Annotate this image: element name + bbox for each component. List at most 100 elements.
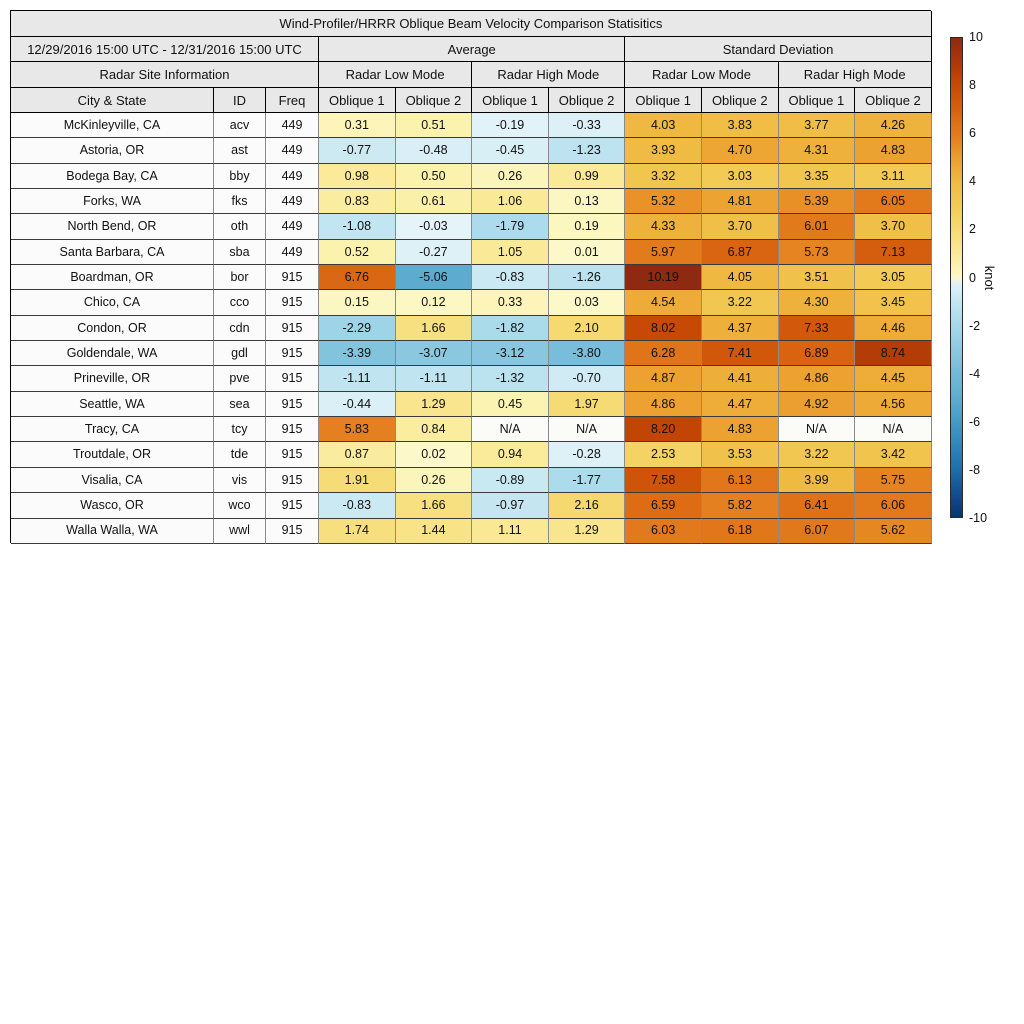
- mode-header-avg-high: Radar High Mode: [472, 62, 626, 88]
- value-cell: 0.31: [319, 113, 396, 139]
- colorbar-tick-label: 10: [969, 30, 983, 44]
- value-cell: 6.87: [701, 239, 779, 266]
- value-cell: 4.45: [855, 366, 932, 392]
- id-cell: sea: [214, 391, 266, 418]
- value-cell: 3.32: [625, 163, 702, 190]
- value-cell: 0.84: [395, 417, 473, 443]
- col-header-oblique2: Oblique 2: [701, 88, 779, 113]
- freq-cell: 449: [266, 163, 319, 190]
- value-cell: -0.44: [319, 391, 396, 418]
- value-cell: -1.23: [548, 138, 626, 164]
- value-cell: 4.05: [701, 265, 779, 291]
- freq-cell: 449: [266, 113, 319, 139]
- value-cell: 3.22: [701, 290, 779, 316]
- city-cell: McKinleyville, CA: [11, 113, 214, 139]
- value-cell: 8.02: [625, 315, 702, 342]
- freq-cell: 915: [266, 341, 319, 367]
- freq-cell: 449: [266, 189, 319, 215]
- value-cell: 4.86: [778, 366, 856, 392]
- city-cell: Boardman, OR: [11, 265, 214, 291]
- value-cell: 0.50: [395, 163, 473, 190]
- value-cell: 3.70: [855, 214, 932, 240]
- value-cell: 0.61: [395, 189, 473, 215]
- colorbar-unit-label: knot: [981, 265, 997, 290]
- table-title: Wind-Profiler/HRRR Oblique Beam Velocity…: [11, 11, 932, 37]
- value-cell: 1.66: [395, 493, 473, 519]
- value-cell: 0.19: [548, 214, 626, 240]
- value-cell: 5.83: [319, 417, 396, 443]
- value-cell: 1.97: [548, 391, 626, 418]
- value-cell: 3.83: [701, 113, 779, 139]
- value-cell: 1.74: [319, 518, 396, 544]
- city-cell: Tracy, CA: [11, 417, 214, 443]
- value-cell: 6.18: [701, 518, 779, 544]
- id-cell: acv: [214, 113, 266, 139]
- value-cell: 5.62: [855, 518, 932, 544]
- col-header-oblique2: Oblique 2: [395, 88, 473, 113]
- colorbar-tick-label: -2: [969, 318, 981, 333]
- id-cell: bor: [214, 265, 266, 291]
- value-cell: -1.26: [548, 265, 626, 291]
- value-cell: 6.28: [625, 341, 702, 367]
- value-cell: -1.77: [548, 467, 626, 494]
- id-cell: sba: [214, 239, 266, 266]
- value-cell: 1.44: [395, 518, 473, 544]
- value-cell: -0.77: [319, 138, 396, 164]
- value-cell: 8.20: [625, 417, 702, 443]
- id-cell: gdl: [214, 341, 266, 367]
- value-cell: -2.29: [319, 315, 396, 342]
- city-cell: Goldendale, WA: [11, 341, 214, 367]
- value-cell: 1.11: [472, 518, 549, 544]
- value-cell: 4.87: [625, 366, 702, 392]
- freq-cell: 915: [266, 493, 319, 519]
- value-cell: 0.13: [548, 189, 626, 215]
- col-header-oblique1: Oblique 1: [625, 88, 702, 113]
- value-cell: 4.54: [625, 290, 702, 316]
- value-cell: 8.74: [855, 341, 932, 367]
- group-header-average: Average: [319, 37, 626, 62]
- value-cell: 6.13: [701, 467, 779, 494]
- value-cell: -0.70: [548, 366, 626, 392]
- id-cell: ast: [214, 138, 266, 164]
- value-cell: 0.51: [395, 113, 473, 139]
- colorbar-tick-label: -4: [969, 366, 981, 381]
- col-header-oblique1: Oblique 1: [778, 88, 856, 113]
- id-cell: cdn: [214, 315, 266, 342]
- value-cell: 3.11: [855, 163, 932, 190]
- value-cell: 0.83: [319, 189, 396, 215]
- value-cell: -0.27: [395, 239, 473, 266]
- city-cell: North Bend, OR: [11, 214, 214, 240]
- value-cell: 0.26: [395, 467, 473, 494]
- date-range: 12/29/2016 15:00 UTC - 12/31/2016 15:00 …: [11, 37, 319, 62]
- colorbar-tick-label: -8: [969, 462, 981, 477]
- id-cell: vis: [214, 467, 266, 494]
- col-header-oblique2: Oblique 2: [548, 88, 626, 113]
- value-cell: 5.75: [855, 467, 932, 494]
- freq-cell: 449: [266, 214, 319, 240]
- value-cell: -3.07: [395, 341, 473, 367]
- value-cell: 6.05: [855, 189, 932, 215]
- group-header-standard-deviation: Standard Deviation: [625, 37, 932, 62]
- mode-header-sd-high: Radar High Mode: [778, 62, 932, 88]
- value-cell: N/A: [855, 417, 932, 443]
- city-cell: Chico, CA: [11, 290, 214, 316]
- city-cell: Forks, WA: [11, 189, 214, 215]
- value-cell: 7.58: [625, 467, 702, 494]
- value-cell: 0.94: [472, 442, 549, 468]
- id-cell: oth: [214, 214, 266, 240]
- value-cell: 4.47: [701, 391, 779, 418]
- value-cell: 6.03: [625, 518, 702, 544]
- value-cell: 7.41: [701, 341, 779, 367]
- value-cell: N/A: [778, 417, 856, 443]
- value-cell: 3.70: [701, 214, 779, 240]
- value-cell: 5.73: [778, 239, 856, 266]
- value-cell: 1.05: [472, 239, 549, 266]
- value-cell: 6.76: [319, 265, 396, 291]
- city-cell: Condon, OR: [11, 315, 214, 342]
- value-cell: 4.92: [778, 391, 856, 418]
- id-cell: pve: [214, 366, 266, 392]
- freq-cell: 449: [266, 239, 319, 266]
- value-cell: 6.06: [855, 493, 932, 519]
- value-cell: 4.83: [855, 138, 932, 164]
- freq-cell: 915: [266, 290, 319, 316]
